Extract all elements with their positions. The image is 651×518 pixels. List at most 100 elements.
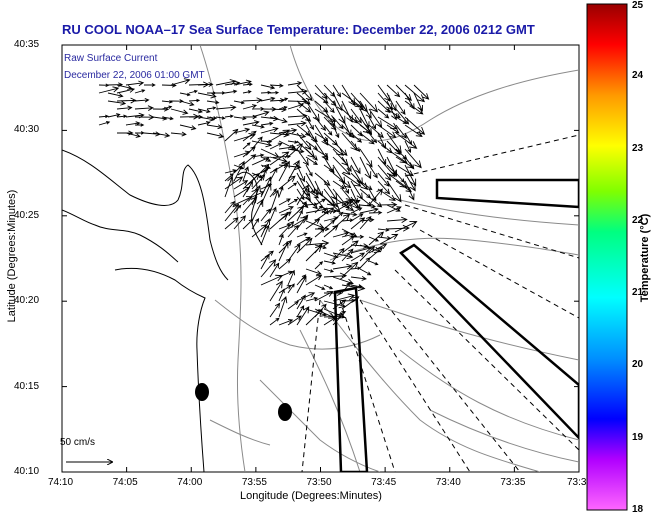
current-vector bbox=[350, 108, 362, 124]
current-vector bbox=[386, 84, 401, 98]
current-vector bbox=[278, 186, 284, 198]
colorbar-tick-label: 23 bbox=[632, 142, 644, 154]
current-vector bbox=[242, 218, 254, 230]
colorbar-tick-label: 21 bbox=[632, 287, 644, 299]
current-vector bbox=[350, 217, 366, 230]
current-vector bbox=[332, 124, 340, 139]
current-vector bbox=[233, 180, 249, 190]
current-vector bbox=[386, 180, 402, 203]
current-vector bbox=[305, 296, 319, 302]
current-vector bbox=[341, 172, 362, 187]
current-vector bbox=[287, 143, 304, 158]
current-vector bbox=[404, 84, 426, 103]
current-vector bbox=[260, 274, 284, 286]
current-vector bbox=[287, 300, 299, 310]
colorbar-label: Temperature (°C) bbox=[639, 213, 651, 303]
plot-frame bbox=[61, 44, 580, 473]
current-vector bbox=[404, 156, 415, 170]
colorbar-tick-label: 22 bbox=[632, 214, 644, 226]
current-vector bbox=[206, 100, 220, 105]
current-vector bbox=[278, 284, 292, 294]
current-vector bbox=[314, 132, 329, 142]
current-vector bbox=[107, 100, 127, 106]
current-vector bbox=[314, 284, 326, 290]
current-vector bbox=[287, 224, 299, 238]
current-vector bbox=[305, 308, 323, 326]
current-vector bbox=[197, 92, 217, 99]
current-vector bbox=[251, 153, 265, 158]
current-vector bbox=[296, 132, 312, 151]
current-vector bbox=[206, 106, 217, 110]
current-vector bbox=[332, 247, 345, 262]
current-vector bbox=[134, 123, 145, 127]
current-vector bbox=[251, 124, 265, 129]
current-vector bbox=[386, 140, 401, 155]
current-vector bbox=[305, 240, 330, 247]
current-vector bbox=[206, 124, 223, 130]
current-vector bbox=[350, 243, 369, 249]
current-vector bbox=[287, 113, 308, 120]
current-vector bbox=[359, 245, 376, 262]
current-vector bbox=[242, 82, 253, 87]
current-vector bbox=[278, 175, 296, 190]
current-vector bbox=[269, 83, 284, 88]
current-vector bbox=[278, 220, 295, 238]
current-vector bbox=[305, 180, 316, 195]
current-vector bbox=[242, 97, 263, 104]
colorbar bbox=[586, 3, 628, 511]
current-vector bbox=[269, 151, 290, 166]
current-vector bbox=[278, 258, 292, 270]
current-vector bbox=[314, 198, 326, 206]
current-vector bbox=[305, 274, 323, 286]
current-vector bbox=[296, 232, 308, 238]
current-vector bbox=[206, 116, 218, 120]
current-vector bbox=[134, 105, 154, 111]
current-vector bbox=[278, 319, 294, 326]
current-vector bbox=[278, 241, 289, 262]
current-vector bbox=[107, 113, 121, 118]
radial-dashed-lines bbox=[301, 134, 579, 472]
y-tick-label: 40:10 bbox=[14, 466, 40, 477]
colorbar-tick-label: 25 bbox=[632, 0, 644, 11]
current-vector bbox=[341, 281, 351, 294]
current-vector bbox=[350, 132, 363, 143]
current-vector bbox=[341, 211, 358, 217]
current-vector bbox=[287, 120, 307, 127]
current-vector bbox=[260, 224, 270, 246]
current-vector bbox=[341, 296, 360, 310]
current-vector bbox=[179, 100, 195, 107]
current-vector bbox=[296, 188, 305, 201]
current-vector bbox=[314, 180, 323, 197]
current-vector bbox=[215, 116, 226, 120]
current-vector bbox=[278, 160, 290, 182]
current-vector bbox=[296, 292, 316, 302]
current-vector bbox=[368, 210, 383, 215]
current-vector bbox=[350, 156, 361, 175]
current-vector bbox=[260, 208, 271, 222]
current-vector bbox=[296, 184, 309, 206]
current-vector bbox=[359, 268, 372, 276]
current-vector bbox=[379, 233, 399, 245]
current-vector bbox=[233, 100, 245, 105]
current-vector bbox=[233, 132, 256, 142]
current-vector bbox=[224, 173, 234, 182]
x-tick-label: 73:45 bbox=[371, 477, 397, 488]
current-vector bbox=[368, 108, 383, 128]
mooring-dot-2 bbox=[278, 403, 292, 421]
current-vector bbox=[269, 189, 280, 214]
current-vector bbox=[269, 212, 289, 230]
current-vector bbox=[332, 293, 356, 302]
current-vector bbox=[305, 140, 318, 150]
current-vector bbox=[269, 116, 288, 124]
current-vector bbox=[296, 237, 313, 254]
current-vector bbox=[242, 114, 258, 120]
current-vector bbox=[116, 105, 133, 111]
current-vector bbox=[242, 180, 254, 198]
current-vector bbox=[341, 261, 359, 278]
current-vector bbox=[242, 172, 260, 190]
x-tick-label: 74:00 bbox=[177, 477, 203, 488]
current-vector bbox=[296, 124, 311, 137]
current-vector bbox=[251, 218, 260, 230]
